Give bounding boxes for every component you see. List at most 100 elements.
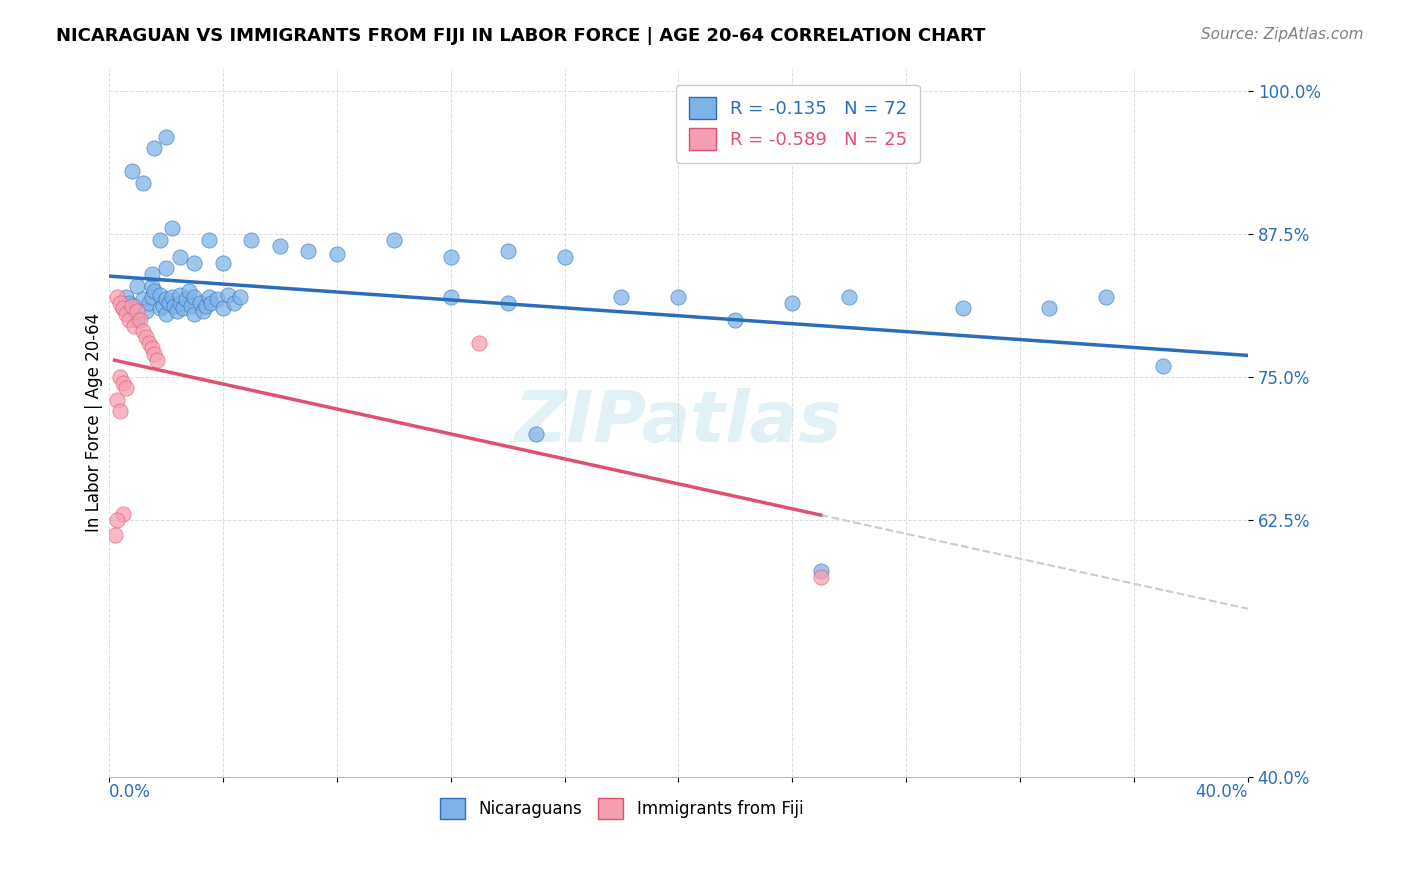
Point [169, 250, 191, 264]
Point [124, 318, 146, 333]
Point [194, 299, 217, 313]
Point [132, 324, 155, 338]
Point [105, 513, 128, 527]
Point [183, 290, 205, 304]
Point [127, 303, 149, 318]
Point [118, 313, 141, 327]
Point [138, 335, 160, 350]
Point [121, 307, 143, 321]
Point [269, 238, 291, 252]
Y-axis label: In Labor Force | Age 20-64: In Labor Force | Age 20-64 [86, 313, 103, 533]
Point [146, 352, 169, 367]
Point [132, 293, 155, 307]
Point [115, 381, 138, 395]
Point [112, 507, 135, 521]
Point [224, 295, 246, 310]
Point [553, 250, 575, 264]
Point [152, 299, 174, 313]
Point [191, 303, 214, 318]
Point [143, 285, 166, 299]
Point [143, 347, 166, 361]
Point [141, 342, 163, 356]
Point [183, 256, 205, 270]
Point [141, 267, 163, 281]
Point [121, 164, 143, 178]
Point [155, 261, 177, 276]
Point [183, 307, 205, 321]
Text: Source: ZipAtlas.com: Source: ZipAtlas.com [1201, 27, 1364, 42]
Point [141, 278, 163, 293]
Point [468, 335, 491, 350]
Point [439, 290, 461, 304]
Point [211, 256, 233, 270]
Point [105, 290, 128, 304]
Point [297, 244, 319, 259]
Point [118, 295, 141, 310]
Point [135, 330, 157, 344]
Point [169, 295, 191, 310]
Point [382, 233, 405, 247]
Point [149, 233, 172, 247]
Point [1094, 290, 1116, 304]
Point [197, 290, 219, 304]
Point [127, 313, 149, 327]
Point [138, 295, 160, 310]
Point [205, 293, 228, 307]
Text: 0.0%: 0.0% [108, 782, 150, 801]
Point [143, 141, 166, 155]
Point [211, 301, 233, 316]
Point [240, 233, 263, 247]
Point [439, 250, 461, 264]
Text: NICARAGUAN VS IMMIGRANTS FROM FIJI IN LABOR FORCE | AGE 20-64 CORRELATION CHART: NICARAGUAN VS IMMIGRANTS FROM FIJI IN LA… [56, 27, 986, 45]
Point [177, 285, 200, 299]
Point [103, 527, 125, 541]
Point [174, 293, 197, 307]
Point [160, 290, 183, 304]
Point [121, 299, 143, 313]
Point [1152, 359, 1174, 373]
Point [160, 221, 183, 235]
Point [132, 176, 155, 190]
Point [197, 233, 219, 247]
Point [169, 287, 191, 301]
Point [115, 307, 138, 321]
Point [157, 295, 180, 310]
Point [155, 293, 177, 307]
Point [172, 301, 194, 316]
Point [229, 290, 252, 304]
Point [782, 295, 804, 310]
Point [129, 313, 152, 327]
Point [127, 278, 149, 293]
Point [668, 290, 690, 304]
Point [810, 570, 832, 584]
Point [524, 427, 547, 442]
Point [166, 303, 188, 318]
Point [496, 295, 519, 310]
Point [724, 313, 747, 327]
Point [105, 392, 128, 407]
Point [163, 299, 186, 313]
Point [110, 295, 132, 310]
Point [155, 307, 177, 321]
Point [112, 301, 135, 316]
Point [112, 376, 135, 390]
Point [110, 370, 132, 384]
Point [180, 299, 202, 313]
Point [610, 290, 633, 304]
Point [112, 301, 135, 316]
Point [200, 295, 222, 310]
Text: ZIPatlas: ZIPatlas [515, 388, 842, 458]
Point [1038, 301, 1060, 316]
Point [217, 287, 239, 301]
Text: 40.0%: 40.0% [1195, 782, 1249, 801]
Point [810, 564, 832, 578]
Point [141, 290, 163, 304]
Legend: Nicaraguans, Immigrants from Fiji: Nicaraguans, Immigrants from Fiji [433, 791, 810, 825]
Point [124, 299, 146, 313]
Point [496, 244, 519, 259]
Point [149, 287, 172, 301]
Point [149, 301, 172, 316]
Point [838, 290, 860, 304]
Point [188, 295, 211, 310]
Point [155, 130, 177, 145]
